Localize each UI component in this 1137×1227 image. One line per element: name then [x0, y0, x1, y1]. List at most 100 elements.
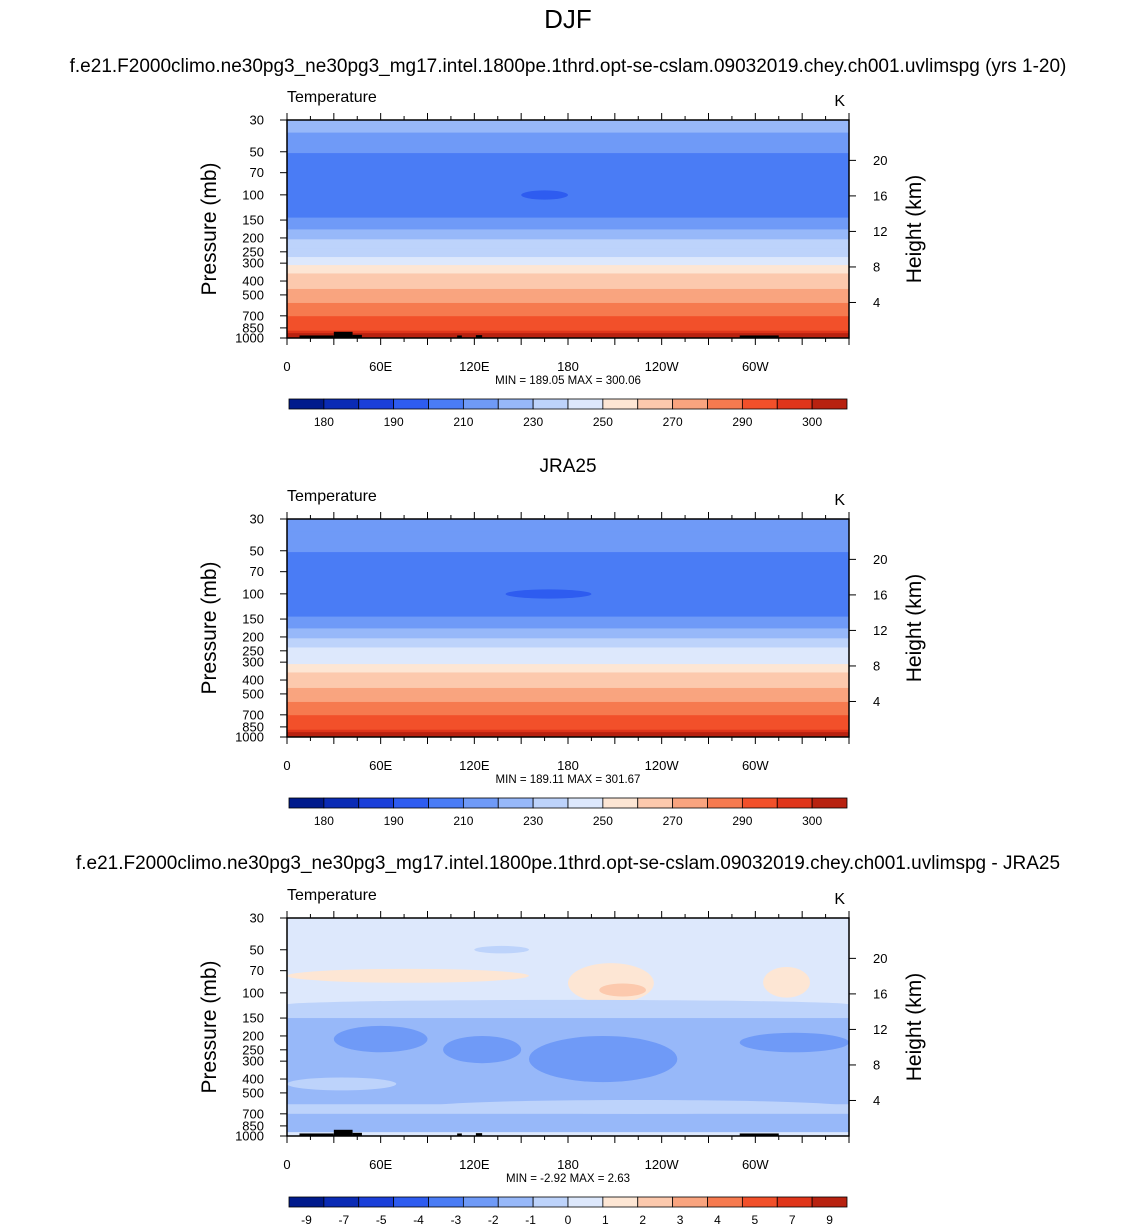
colorbar-label: -9	[301, 1213, 312, 1227]
y-tick-label: 500	[242, 686, 264, 701]
panel-title: f.e21.F2000climo.ne30pg3_ne30pg3_mg17.in…	[70, 56, 1067, 77]
colorbar-label: 210	[453, 814, 473, 828]
height-tick-label: 8	[873, 259, 880, 274]
colorbar-label: 180	[314, 814, 334, 828]
y-tick-label: 30	[250, 113, 264, 128]
contour-band	[287, 680, 849, 689]
x-tick-label: 120E	[459, 1157, 490, 1172]
x-tick-label: 0	[283, 359, 290, 374]
contour-band	[287, 531, 849, 553]
y-tick-label: 100	[242, 985, 264, 1000]
contour-band	[287, 153, 849, 170]
colorbar-box	[462, 398, 499, 410]
contour-band	[287, 330, 849, 336]
contour-band	[287, 720, 849, 726]
colorbar-label: 290	[732, 814, 752, 828]
colorbar-box	[741, 1196, 778, 1208]
colorbar-label: 0	[565, 1213, 572, 1227]
colorbar-label: -1	[525, 1213, 536, 1227]
contour-band	[287, 519, 849, 533]
min-max-stats: MIN = 189.11 MAX = 301.67	[496, 774, 641, 786]
contour-band	[287, 656, 849, 665]
y-axis-label: Pressure (mb)	[198, 162, 221, 295]
colorbar-label: -2	[488, 1213, 499, 1227]
colorbar-label: 300	[802, 814, 822, 828]
colorbar-box	[462, 797, 499, 809]
colorbar-label: 250	[593, 415, 613, 429]
contour-band	[287, 302, 849, 311]
colorbar-box	[393, 797, 429, 809]
colorbar-box	[567, 398, 604, 410]
contour-band	[287, 628, 849, 639]
y-tick-label: 850	[242, 1118, 264, 1133]
tropopause-minimum	[505, 589, 592, 599]
height-tick-label: 16	[873, 587, 887, 602]
terrain-block	[475, 1133, 483, 1136]
y-axis-label: Pressure (mb)	[198, 561, 221, 694]
colorbar-box	[567, 797, 604, 809]
height-tick-label: 4	[873, 1093, 880, 1108]
x-tick-label: 120E	[459, 359, 490, 374]
colorbar-label: 180	[314, 415, 334, 429]
terrain-block	[457, 335, 462, 338]
colorbar-box	[288, 1196, 325, 1208]
height-tick-label: 4	[873, 694, 880, 709]
y-tick-label: 850	[242, 320, 264, 335]
y-tick-label: 500	[242, 287, 264, 302]
colorbar-label: 2	[639, 1213, 646, 1227]
colorbar-label: 190	[384, 415, 404, 429]
colorbar-label: -4	[413, 1213, 424, 1227]
x-tick-label: 0	[283, 1157, 290, 1172]
colorbar-box	[462, 1196, 499, 1208]
contour-region	[333, 1025, 428, 1053]
contour-band	[287, 647, 849, 657]
y2-axis-label: Height (km)	[903, 175, 926, 284]
variable-label: Temperature	[287, 887, 377, 904]
y-tick-label: 250	[242, 643, 264, 658]
y-tick-label: 70	[250, 165, 264, 180]
contour-band	[287, 257, 849, 266]
contour-band	[287, 701, 849, 710]
contour-band	[287, 217, 849, 231]
units-label: K	[834, 93, 845, 110]
y2-axis-label: Height (km)	[903, 574, 926, 683]
height-tick-label: 12	[873, 224, 887, 239]
min-max-stats: MIN = 189.05 MAX = 300.06	[495, 375, 641, 387]
y-tick-label: 150	[242, 1011, 264, 1026]
colorbar-box	[428, 797, 464, 809]
height-tick-label: 20	[873, 153, 887, 168]
colorbar-box	[532, 1196, 569, 1208]
x-tick-label: 60E	[369, 1157, 392, 1172]
y-tick-label: 850	[242, 719, 264, 734]
contour-band	[287, 616, 849, 630]
colorbar-label: 250	[593, 814, 613, 828]
contour-band	[287, 288, 849, 297]
y-tick-label: 200	[242, 230, 264, 245]
terrain-block	[352, 1132, 362, 1136]
terrain-block	[739, 335, 779, 338]
contour-band	[287, 185, 849, 204]
terrain-block	[739, 1133, 779, 1136]
colorbar-box	[637, 1196, 674, 1208]
contour-band	[287, 239, 849, 250]
y-tick-label: 50	[250, 144, 264, 159]
units-label: K	[834, 492, 845, 509]
contour-field	[287, 519, 849, 737]
colorbar-box	[672, 398, 708, 410]
colorbar-box	[393, 398, 429, 410]
panels: f.e21.F2000climo.ne30pg3_ne30pg3_mg17.in…	[70, 56, 1067, 1227]
contour-region	[599, 983, 647, 997]
colorbar-label: 290	[732, 415, 752, 429]
colorbar-box	[811, 797, 848, 809]
y-tick-label: 400	[242, 673, 264, 688]
contour-region	[763, 967, 810, 998]
contour-band	[287, 687, 849, 696]
panel-3: f.e21.F2000climo.ne30pg3_ne30pg3_mg17.in…	[76, 853, 1060, 1227]
colorbar-box	[741, 398, 778, 410]
contour-band	[287, 602, 849, 618]
contour-band	[287, 309, 849, 317]
y-tick-label: 250	[242, 1042, 264, 1057]
contour-band	[287, 229, 849, 240]
colorbar-label: 4	[714, 1213, 721, 1227]
contour-band	[287, 333, 849, 338]
